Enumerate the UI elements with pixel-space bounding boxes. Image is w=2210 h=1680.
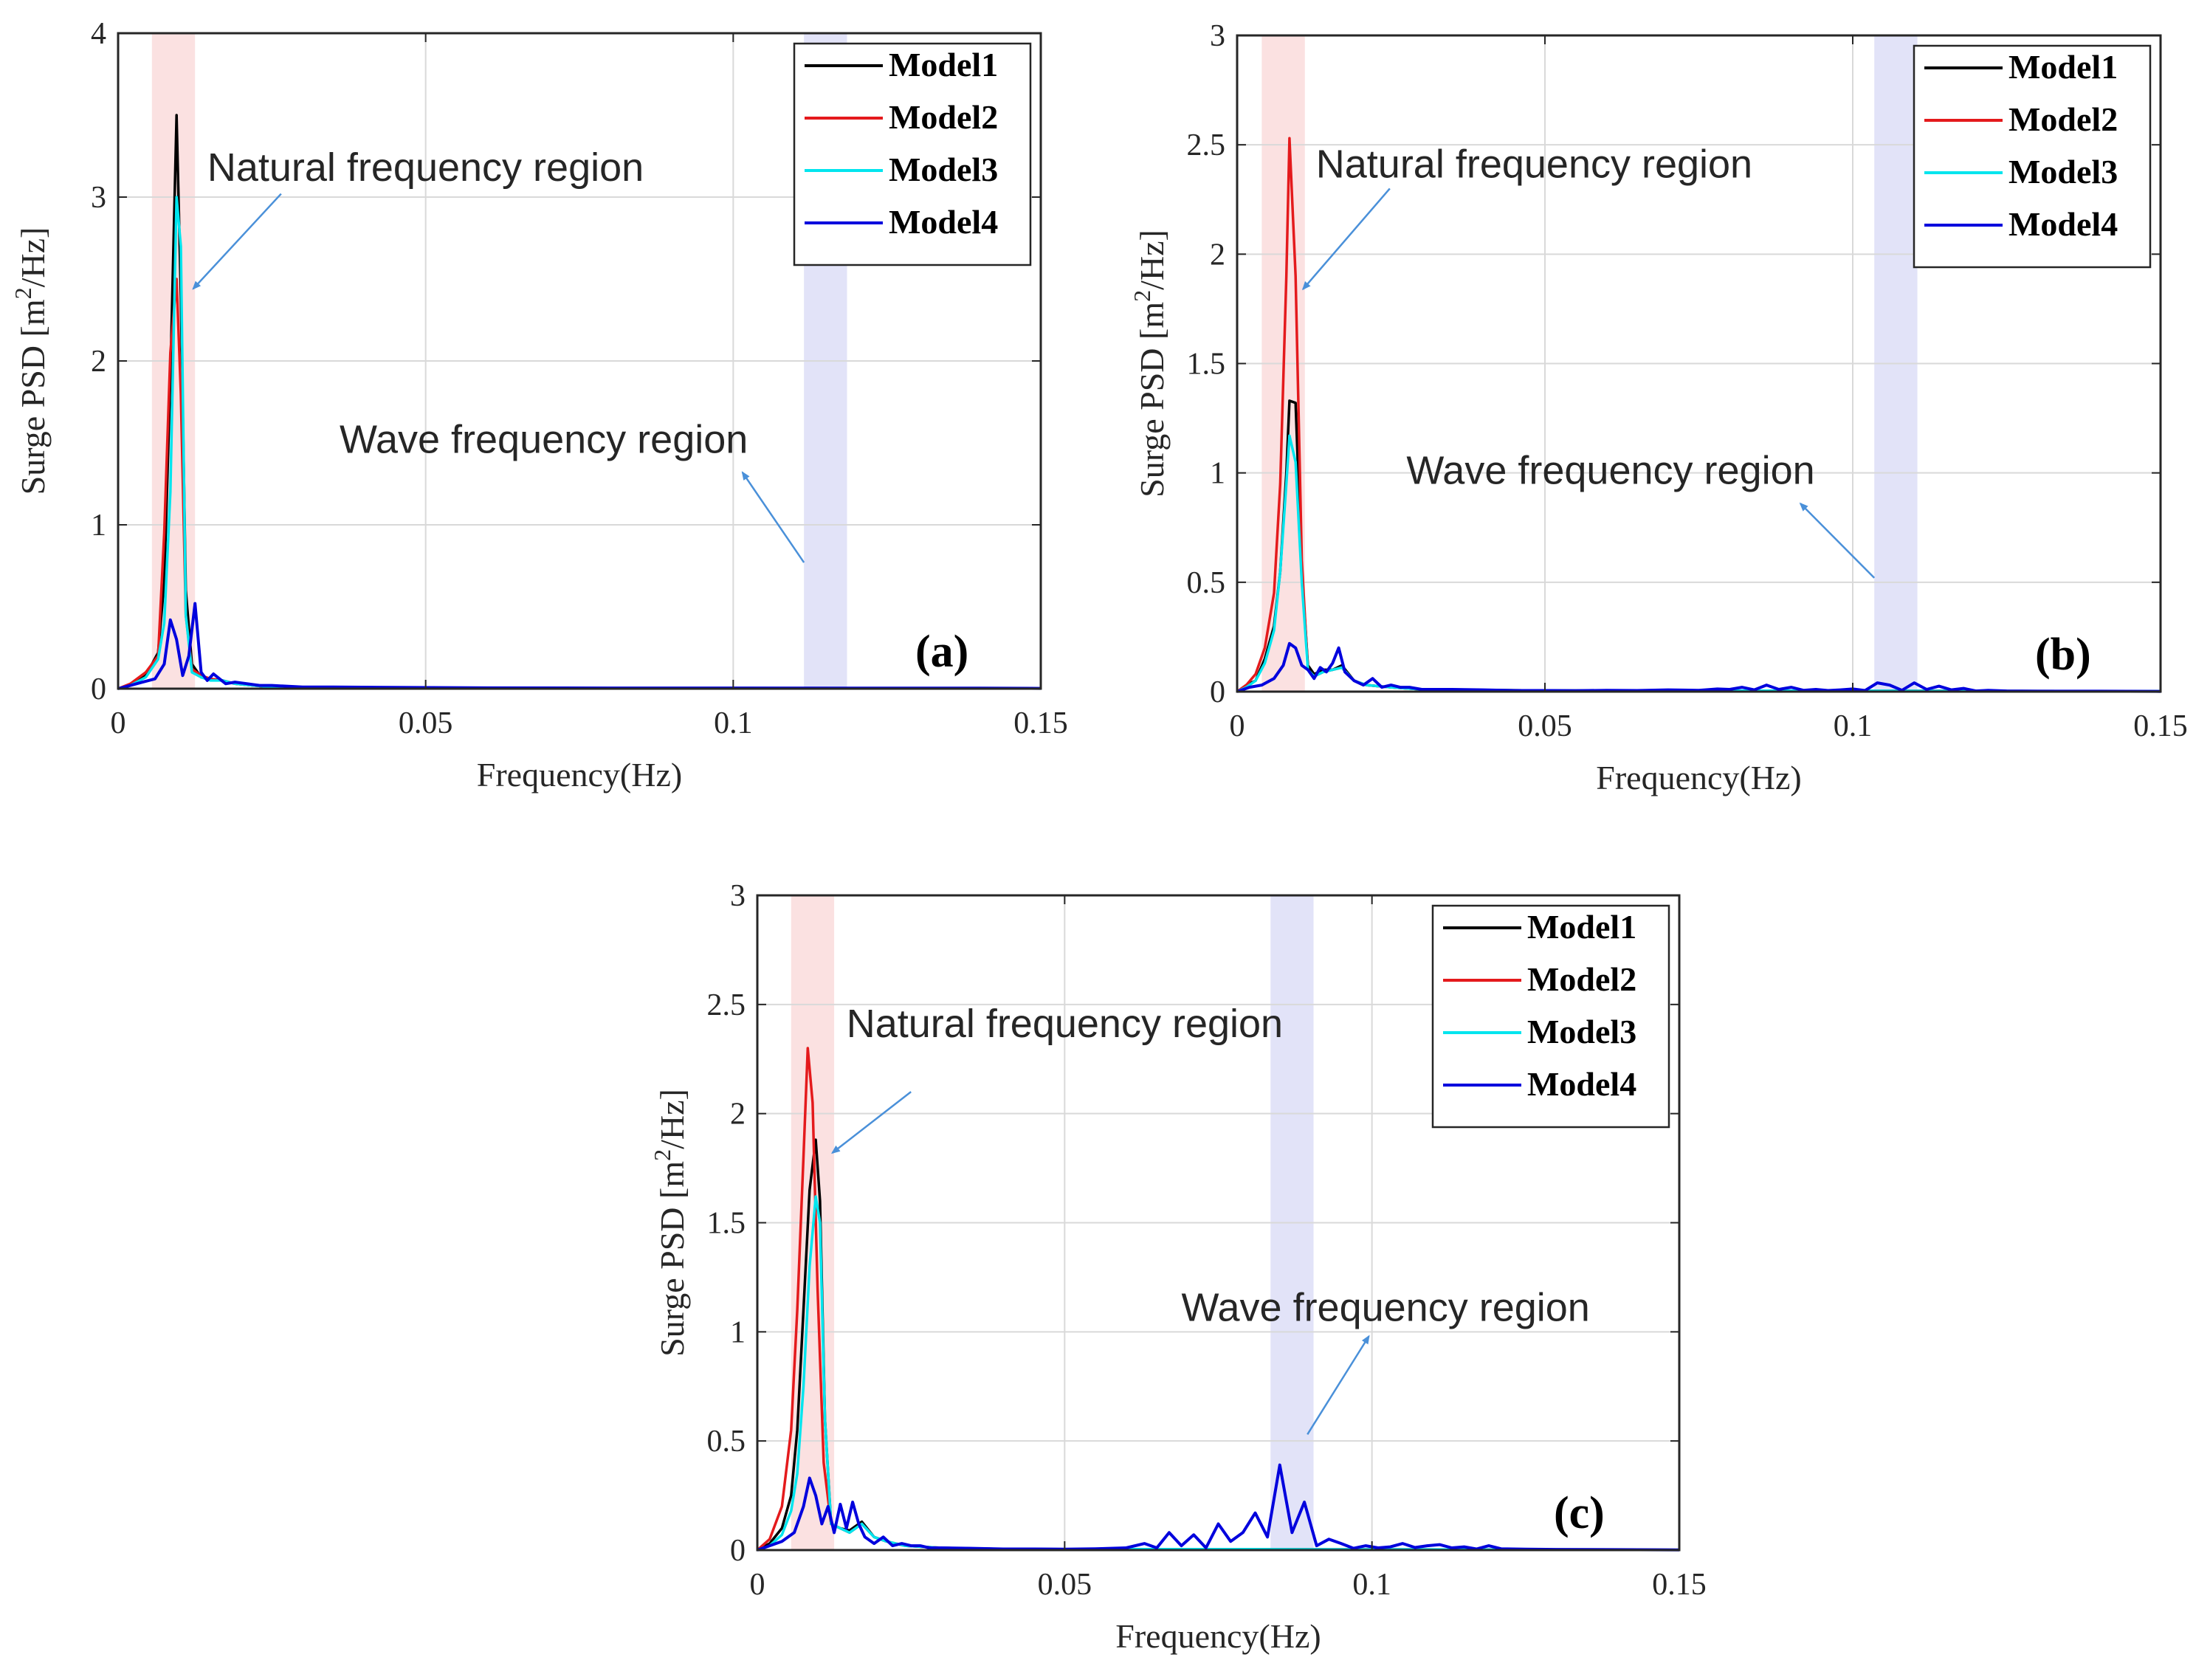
y-tick-label: 0	[1210, 675, 1225, 709]
legend: Model1 Model2 Model3 Model4	[793, 42, 1032, 266]
chart-panel-c: 0 0.05 0.1 0.15 0 0.5 1 1.5 2 2.5 3 Frequency(Hz) Su…	[649, 879, 1707, 1655]
chart-panel-b: 0 0.05 0.1 0.15 0 0.5 1 1.5 2 2.5 3 Frequency(Hz) Su…	[1129, 19, 2188, 796]
y-axis-label-sup: 2	[649, 1149, 675, 1161]
natural-region-label: Natural frequency region	[847, 1002, 1283, 1046]
y-tick-label: 0.5	[1187, 566, 1226, 600]
legend-label-model4: Model4	[2008, 205, 2118, 243]
legend: Model1 Model2 Model3 Model4	[1913, 44, 2152, 269]
legend-label-model2: Model2	[2008, 100, 2118, 138]
y-axis-label-main: Surge PSD [m	[1133, 302, 1171, 498]
legend-box	[793, 42, 1032, 266]
legend-label-model4: Model4	[889, 203, 998, 241]
y-axis-label-main: Surge PSD [m	[653, 1161, 691, 1357]
x-tick-label: 0	[750, 1568, 765, 1602]
y-tick-label: 1.5	[1187, 348, 1226, 382]
panel-label: (a)	[915, 627, 968, 677]
legend-label-model1: Model1	[1527, 908, 1636, 946]
legend-label-model1: Model1	[889, 46, 998, 83]
wave-region-arrow	[741, 471, 805, 563]
x-tick-label: 0.15	[2133, 709, 2188, 743]
x-axis-label: Frequency(Hz)	[1115, 1617, 1321, 1655]
legend-label-model2: Model2	[1527, 960, 1636, 998]
y-tick-label: 0.5	[707, 1425, 746, 1459]
chart-panel-a: 0 0.05 0.1 0.15 0 1 2 3 4 Frequency(Hz) Surge PSD …	[10, 17, 1068, 793]
y-axis-label: Surge PSD [m2/Hz]	[649, 1089, 691, 1357]
wave-region-label: Wave frequency region	[1182, 1286, 1590, 1330]
x-tick-label: 0.05	[1038, 1568, 1092, 1602]
legend-box	[1431, 904, 1670, 1129]
y-axis-label-suffix: /Hz]	[14, 227, 52, 288]
y-tick-label: 1	[1210, 457, 1225, 491]
y-tick-label: 0	[730, 1534, 746, 1568]
legend-label-model2: Model2	[889, 98, 998, 136]
panel-label: (c)	[1554, 1488, 1605, 1538]
y-tick-label: 2	[730, 1098, 746, 1132]
y-axis-label: Surge PSD [m2/Hz]	[1129, 230, 1171, 498]
x-tick-label: 0	[111, 706, 126, 740]
natural-region-arrow	[1301, 187, 1391, 291]
x-axis-label: Frequency(Hz)	[477, 756, 682, 793]
x-tick-label: 0.15	[1013, 706, 1068, 740]
x-tick-label: 0.15	[1652, 1568, 1707, 1602]
y-axis-label-suffix: /Hz]	[1133, 230, 1171, 290]
natural-region-label: Natural frequency region	[207, 145, 644, 190]
legend-label-model4: Model4	[1527, 1065, 1636, 1103]
x-tick-label: 0.1	[1352, 1568, 1391, 1602]
y-tick-label: 4	[91, 17, 106, 51]
natural-region-arrow	[831, 1091, 912, 1154]
y-axis-label-sup: 2	[1129, 290, 1155, 302]
x-tick-label: 0.1	[1834, 709, 1873, 743]
y-axis-label-main: Surge PSD [m	[14, 299, 52, 495]
y-tick-label: 3	[730, 879, 746, 913]
x-tick-label: 0	[1230, 709, 1245, 743]
wave-region-arrow	[1799, 502, 1876, 579]
legend-label-model3: Model3	[1527, 1013, 1636, 1050]
y-tick-label: 3	[1210, 19, 1225, 53]
panel-label: (b)	[2035, 630, 2091, 680]
y-tick-label: 3	[91, 181, 106, 215]
y-tick-label: 2.5	[707, 988, 746, 1022]
wave-region-arrow	[1307, 1335, 1370, 1435]
legend-label-model3: Model3	[889, 151, 998, 188]
legend: Model1 Model2 Model3 Model4	[1431, 904, 1670, 1129]
y-axis-label-sup: 2	[10, 287, 36, 299]
y-tick-label: 1	[730, 1315, 746, 1349]
x-tick-label: 0.1	[714, 706, 753, 740]
y-tick-label: 2	[1210, 238, 1225, 272]
x-tick-label: 0.05	[399, 706, 453, 740]
legend-label-model1: Model1	[2008, 48, 2118, 86]
y-tick-label: 1	[91, 509, 106, 543]
y-axis-label: Surge PSD [m2/Hz]	[10, 227, 52, 495]
y-tick-label: 0	[91, 672, 106, 706]
x-tick-label: 0.05	[1518, 709, 1572, 743]
y-tick-label: 2.5	[1187, 128, 1226, 162]
x-axis-label: Frequency(Hz)	[1596, 759, 1801, 796]
legend-box	[1913, 44, 2152, 269]
natural-region-arrow	[192, 193, 282, 290]
wave-region-label: Wave frequency region	[1406, 448, 1814, 492]
y-tick-label: 1.5	[707, 1207, 746, 1241]
series-line-model4	[757, 1463, 1680, 1552]
legend-label-model3: Model3	[2008, 153, 2118, 190]
natural-region-label: Natural frequency region	[1316, 142, 1752, 187]
y-axis-label-suffix: /Hz]	[653, 1089, 691, 1149]
wave-region-label: Wave frequency region	[340, 417, 748, 461]
y-tick-label: 2	[91, 345, 106, 379]
